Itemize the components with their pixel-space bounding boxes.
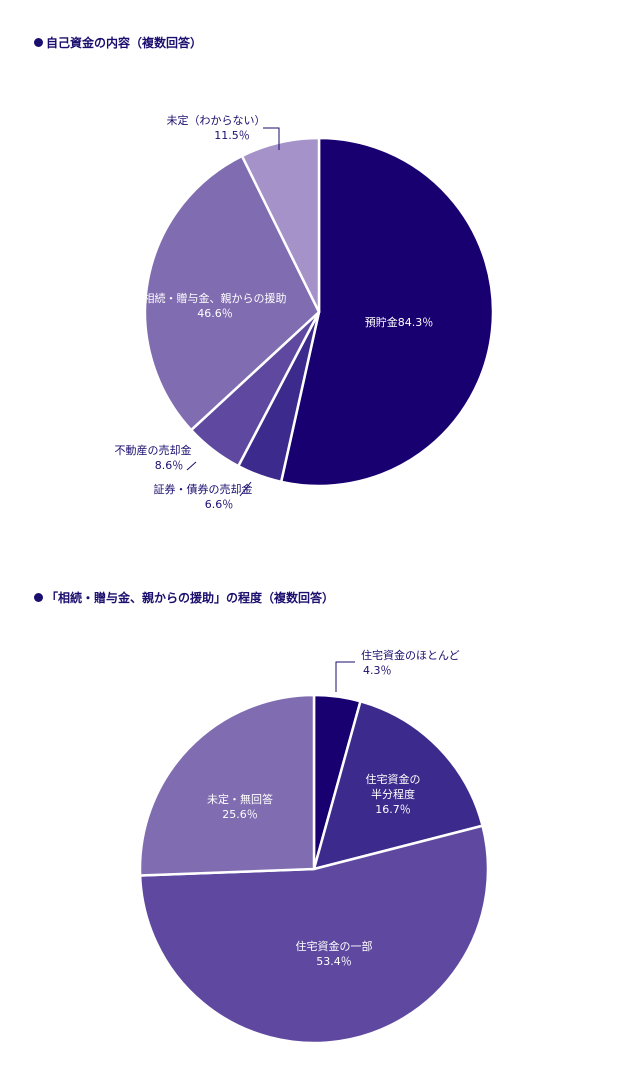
slice-value: 4.3％ xyxy=(363,664,392,677)
slice-value: 16.7％ xyxy=(375,803,411,816)
slice-value: 11.5％ xyxy=(214,129,250,142)
slice-label: 住宅資金の一部 xyxy=(296,939,373,953)
pie-1: 預貯金84.3％ 証券・債券の売却金 6.6％ 不動産の売却金 8.6％ 相続・贈与金、親… xyxy=(115,113,495,511)
chart2-title: 「相続・贈与金、親からの援助」の程度（複数回答） xyxy=(34,589,334,606)
leader-line xyxy=(186,461,197,471)
slice-value: 46.6％ xyxy=(197,307,233,320)
slice-label: 預貯金84.3％ xyxy=(365,315,434,329)
chart2-title-text: 「相続・贈与金、親からの援助」の程度（複数回答） xyxy=(46,591,335,605)
pie-slice xyxy=(279,136,495,488)
bullet-icon xyxy=(34,38,43,47)
slice-label: 半分程度 xyxy=(371,787,415,801)
slice-label: 住宅資金の xyxy=(366,772,421,786)
slice-label: 相続・贈与金、親からの援助 xyxy=(144,291,287,305)
leader-line xyxy=(263,127,280,150)
slice-value: 25.6％ xyxy=(222,808,258,821)
slice-value: 8.6％ xyxy=(155,459,184,472)
slice-value: 53.4％ xyxy=(316,955,352,968)
slice-label: 未定・無回答 xyxy=(207,792,273,806)
chart1-title-text: 自己資金の内容（複数回答） xyxy=(46,36,203,50)
pie-slice xyxy=(138,824,490,1045)
slice-label: 未定（わからない） xyxy=(167,113,266,127)
pie-slice xyxy=(138,693,316,877)
pie-slice xyxy=(312,700,484,871)
leader-line xyxy=(335,661,355,692)
slice-label: 住宅資金のほとんど xyxy=(361,648,460,662)
bullet-icon xyxy=(34,593,43,602)
slice-label: 証券・債券の売却金 xyxy=(154,482,253,496)
slice-label: 不動産の売却金 xyxy=(115,443,192,457)
chart1-title: 自己資金の内容（複数回答） xyxy=(34,34,202,51)
slice-value: 6.6％ xyxy=(205,498,234,511)
leader-line xyxy=(239,481,252,497)
